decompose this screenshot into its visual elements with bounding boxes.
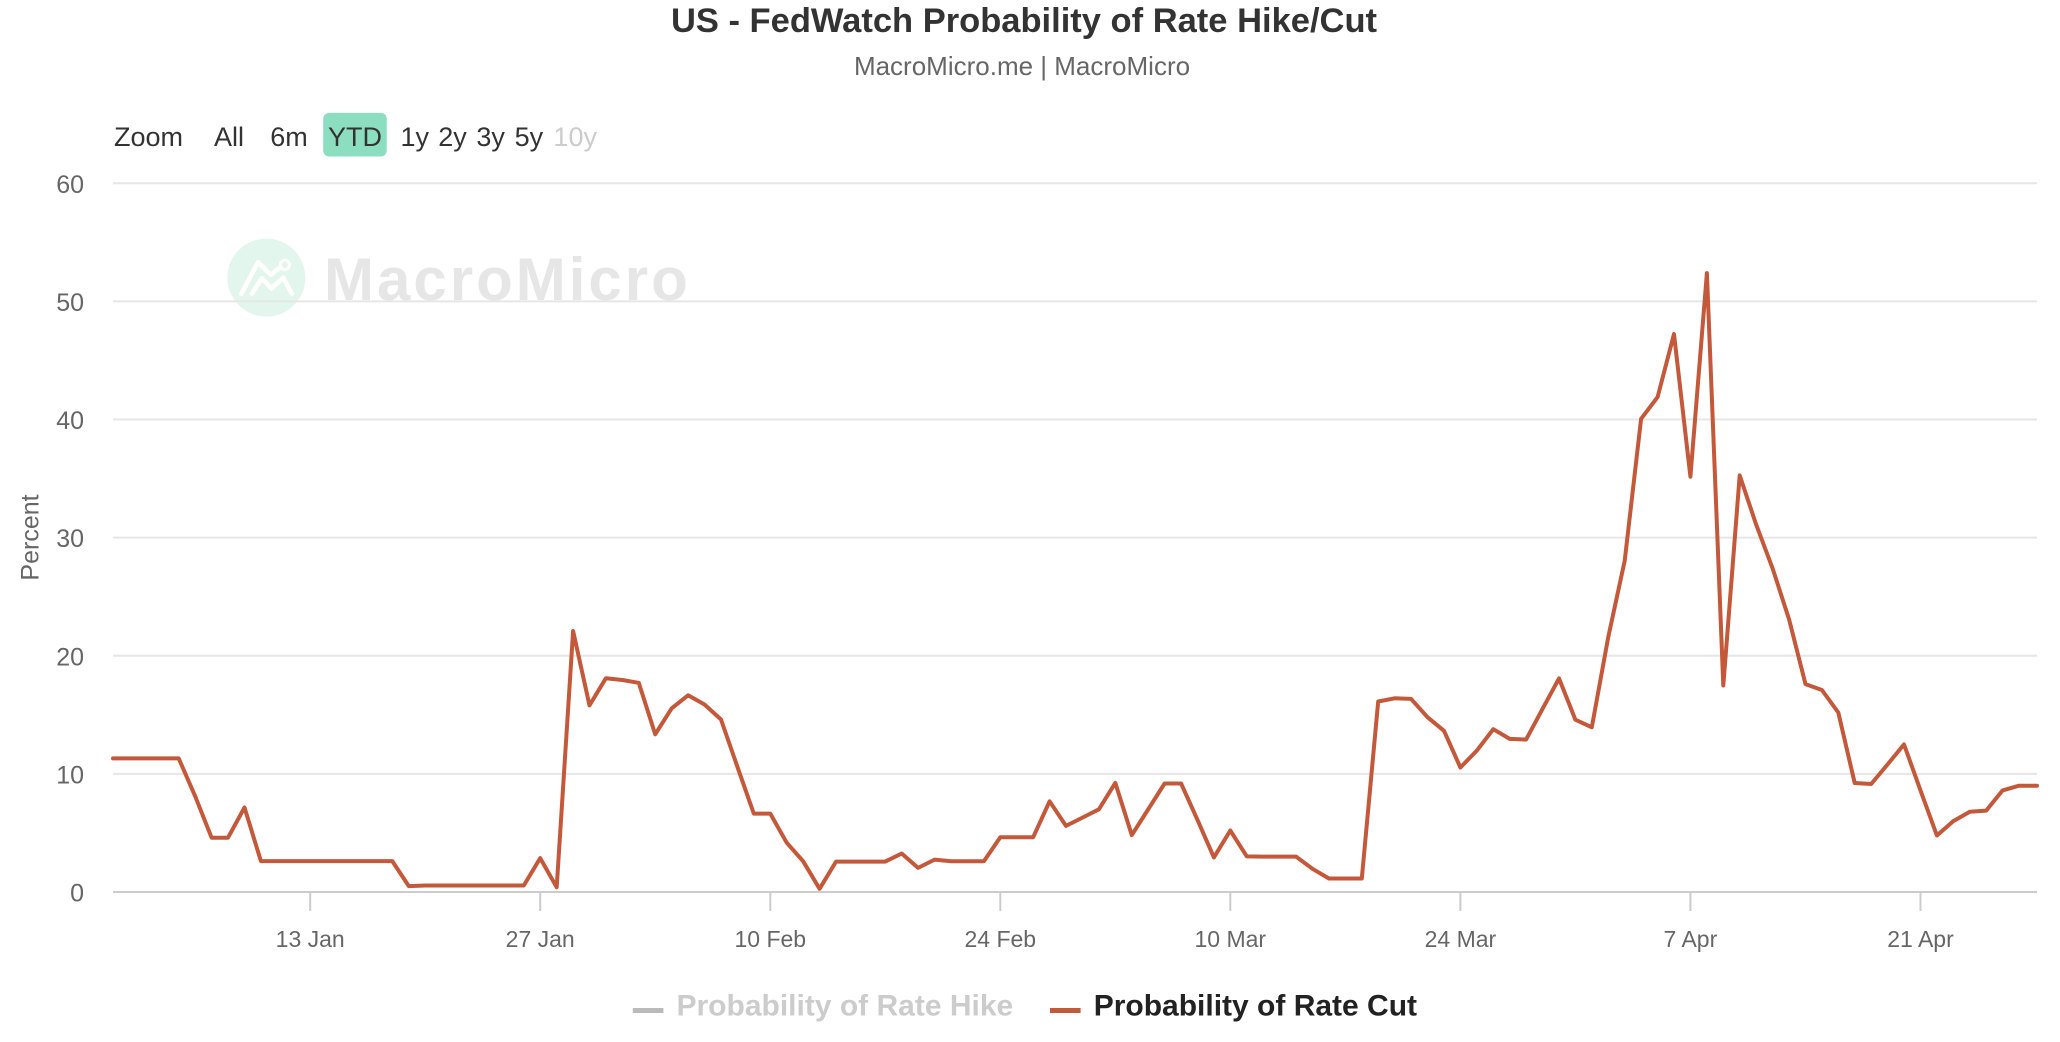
svg-text:30: 30 [56, 525, 84, 553]
svg-text:60: 60 [56, 171, 84, 199]
svg-text:27 Jan: 27 Jan [506, 926, 575, 952]
svg-text:10y: 10y [553, 122, 597, 152]
svg-text:Probability of Rate Hike: Probability of Rate Hike [677, 990, 1014, 1023]
svg-text:1y: 1y [401, 122, 430, 152]
svg-text:20: 20 [56, 643, 84, 671]
svg-text:0: 0 [70, 880, 84, 908]
svg-text:US - FedWatch Probability of R: US - FedWatch Probability of Rate Hike/C… [671, 2, 1378, 40]
svg-text:7 Apr: 7 Apr [1664, 926, 1718, 952]
svg-text:2y: 2y [438, 122, 467, 152]
svg-text:10 Feb: 10 Feb [734, 926, 806, 952]
svg-text:Zoom: Zoom [114, 122, 183, 152]
svg-text:10: 10 [56, 761, 84, 789]
svg-text:13 Jan: 13 Jan [276, 926, 345, 952]
svg-text:50: 50 [56, 289, 84, 317]
svg-text:YTD: YTD [328, 122, 382, 152]
svg-text:24 Mar: 24 Mar [1425, 926, 1497, 952]
svg-text:3y: 3y [476, 122, 505, 152]
svg-text:40: 40 [56, 407, 84, 435]
svg-text:21 Apr: 21 Apr [1887, 926, 1954, 952]
svg-text:MacroMicro.me | MacroMicro: MacroMicro.me | MacroMicro [854, 51, 1190, 81]
svg-text:All: All [214, 122, 244, 152]
svg-text:5y: 5y [515, 122, 544, 152]
svg-text:Probability of Rate Cut: Probability of Rate Cut [1094, 990, 1417, 1023]
svg-text:MacroMicro: MacroMicro [324, 246, 691, 313]
svg-text:24 Feb: 24 Feb [964, 926, 1036, 952]
svg-text:10 Mar: 10 Mar [1195, 926, 1267, 952]
svg-text:Percent: Percent [17, 494, 45, 580]
svg-text:6m: 6m [270, 122, 308, 152]
